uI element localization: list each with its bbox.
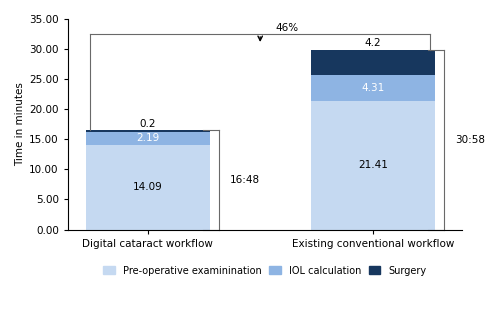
Text: 46%: 46%: [276, 23, 299, 33]
Text: 21.41: 21.41: [358, 160, 388, 170]
Text: 16:48: 16:48: [230, 175, 260, 185]
Bar: [86, 131, 210, 132]
Text: 0.2: 0.2: [140, 119, 156, 129]
Bar: [311, 101, 434, 230]
Bar: [86, 145, 210, 230]
Bar: [311, 50, 434, 75]
Text: 4.31: 4.31: [361, 83, 384, 93]
Text: 30:58: 30:58: [455, 134, 485, 145]
Bar: [86, 132, 210, 145]
Text: 4.2: 4.2: [364, 38, 381, 48]
Legend: Pre-operative examinination, IOL calculation, Surgery: Pre-operative examinination, IOL calcula…: [99, 262, 430, 279]
Bar: [311, 75, 434, 101]
Y-axis label: Time in minutes: Time in minutes: [15, 82, 25, 166]
Text: 14.09: 14.09: [132, 182, 162, 192]
Text: 2.19: 2.19: [136, 133, 159, 143]
